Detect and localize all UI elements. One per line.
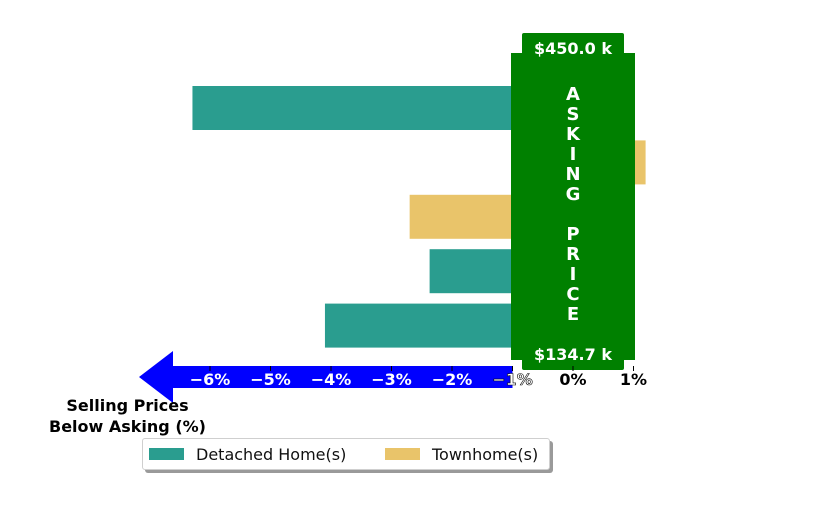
top-value-box <box>522 33 624 61</box>
below-asking-arrow <box>139 351 513 403</box>
legend-item-townhome: Townhome(s) <box>385 444 539 464</box>
legend-label-townhome: Townhome(s) <box>432 444 539 464</box>
x-tick-label: −3% <box>371 370 412 389</box>
legend-item-detached: Detached Home(s) <box>149 444 347 464</box>
x-tick-label: 0% <box>559 370 586 389</box>
x-tick-label: −1% <box>492 370 533 389</box>
x-tick-label: −4% <box>311 370 352 389</box>
legend-swatch-townhome <box>385 448 420 460</box>
x-tick-label: −6% <box>190 370 231 389</box>
x-axis: −6% −5% −4% −3% −2% −1% 0% 1% <box>190 366 647 389</box>
arrow-shape <box>139 351 513 403</box>
arrow-label: Selling Prices Below Asking (%) <box>40 395 215 437</box>
legend-label-detached: Detached Home(s) <box>196 444 347 464</box>
bottom-value-label: $134.7 k <box>534 345 612 364</box>
top-value-label: $450.0 k <box>534 39 612 58</box>
legend: Detached Home(s) Townhome(s) <box>142 438 550 470</box>
x-tick-label: −5% <box>250 370 291 389</box>
x-tick-label: 1% <box>620 370 647 389</box>
arrow-label-line2: Below Asking (%) <box>49 417 206 436</box>
bar <box>192 86 573 130</box>
legend-swatch-detached <box>149 448 184 460</box>
arrow-label-line1: Selling Prices <box>66 396 189 415</box>
x-tick-label: −2% <box>432 370 473 389</box>
bottom-value-box <box>522 340 624 370</box>
asking-price-block <box>511 53 635 360</box>
